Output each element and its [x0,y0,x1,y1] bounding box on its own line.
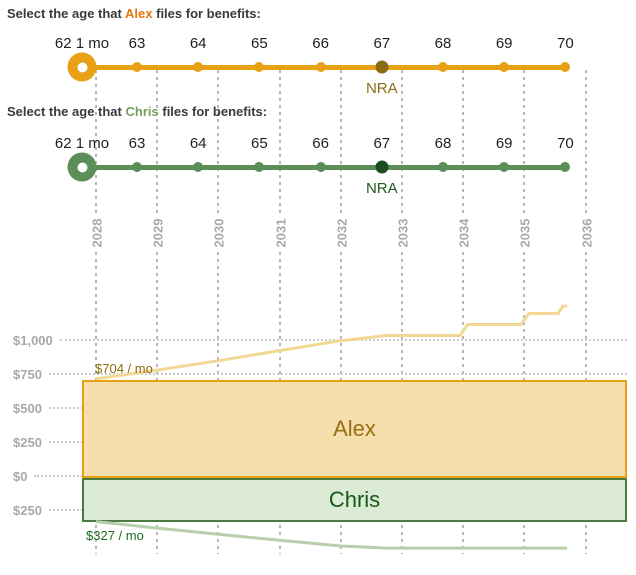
year-label-2034: 2034 [456,216,472,250]
age-label-chris-63: 63 [128,135,146,152]
age-label-alex-69: 69 [495,35,513,52]
age-tick-dot-alex[interactable] [499,62,510,72]
age-label-alex-64: 64 [189,35,207,52]
year-label-2028: 2028 [89,216,105,250]
age-tick-dot-alex[interactable] [193,62,204,72]
year-label-2033: 2033 [395,216,411,250]
age-label-alex-65: 65 [251,35,268,52]
age-label-chris-69: 69 [495,135,513,152]
grid-vline-2036 [584,70,587,554]
chris-benefit-amount-label: $327 / mo [86,528,144,543]
alex-band-label: Alex [333,416,376,441]
age-label-alex-70: 70 [557,35,574,52]
heading-prefix: Select the age that [7,104,122,119]
age-label-chris-67: 67 [373,135,391,152]
age-tick-dot-alex[interactable] [315,62,326,72]
age-label-alex-62-1-mo: 62 1 mo [54,35,110,52]
heading-suffix: files for benefits: [162,104,268,119]
handle-center-hole [77,162,87,172]
age-label-alex-63: 63 [128,35,146,52]
age-tick-dot-chris[interactable] [438,162,448,172]
year-label-2029: 2029 [150,216,166,250]
age-label-chris-66: 66 [312,135,329,152]
y-axis-label: $500 [13,400,42,416]
age-tick-dot-alex[interactable] [438,62,448,72]
slider-alex-handle[interactable] [67,52,97,82]
person-name-chris: Chris [125,104,159,119]
chris-slider-heading: Select the age that Chris files for bene… [7,104,267,119]
age-label-chris-64: 64 [189,135,207,152]
age-label-alex-68: 68 [434,35,452,52]
alex-benefit-amount-label: $704 / mo [95,361,153,376]
nra-label-alex: NRA [365,80,398,97]
nra-tick-dot-alex[interactable] [375,60,389,74]
y-gridline [59,339,627,341]
heading-suffix: files for benefits: [156,6,261,21]
age-label-alex-66: 66 [312,35,329,52]
y-axis-label: $750 [13,366,42,382]
handle-center-hole [77,62,87,72]
year-label-2036: 2036 [579,216,595,250]
y-gridline-row-0: $1,000 [13,332,627,348]
chris-benefit-if-delayed-line [95,520,568,550]
year-label-2030: 2030 [211,216,227,250]
alex-benefit-band: Alex [82,380,627,478]
y-axis-label: $1,000 [13,332,53,348]
slider-chris-handle[interactable] [67,152,97,182]
nra-label-chris: NRA [365,180,398,197]
age-tick-dot-chris[interactable] [132,162,142,172]
nra-tick-dot-chris[interactable] [375,160,389,174]
age-tick-dot-chris[interactable] [560,162,571,172]
age-tick-dot-chris[interactable] [254,162,265,172]
age-tick-dot-chris[interactable] [499,162,510,172]
alex-slider-heading: Select the age that Alex files for benef… [7,6,261,21]
age-tick-dot-alex[interactable] [560,62,571,72]
chris-band-label: Chris [328,487,381,512]
age-tick-dot-chris[interactable] [315,162,326,172]
person-name-alex: Alex [125,6,153,21]
year-label-2035: 2035 [517,216,533,250]
chris-benefit-band: Chris [82,478,627,522]
y-axis-label: $250 [13,502,42,518]
age-label-chris-62-1-mo: 62 1 mo [54,135,110,152]
year-label-2031: 2031 [273,216,289,250]
y-axis-label: $250 [13,434,42,450]
age-label-chris-70: 70 [557,135,574,152]
y-axis-label: $0 [13,468,28,484]
age-label-chris-65: 65 [251,135,268,152]
heading-prefix: Select the age that [7,6,122,21]
age-label-chris-68: 68 [434,135,452,152]
age-label-alex-67: 67 [373,35,391,52]
age-tick-dot-alex[interactable] [254,62,265,72]
age-tick-dot-alex[interactable] [132,62,142,72]
age-tick-dot-chris[interactable] [193,162,204,172]
year-label-2032: 2032 [334,216,350,250]
